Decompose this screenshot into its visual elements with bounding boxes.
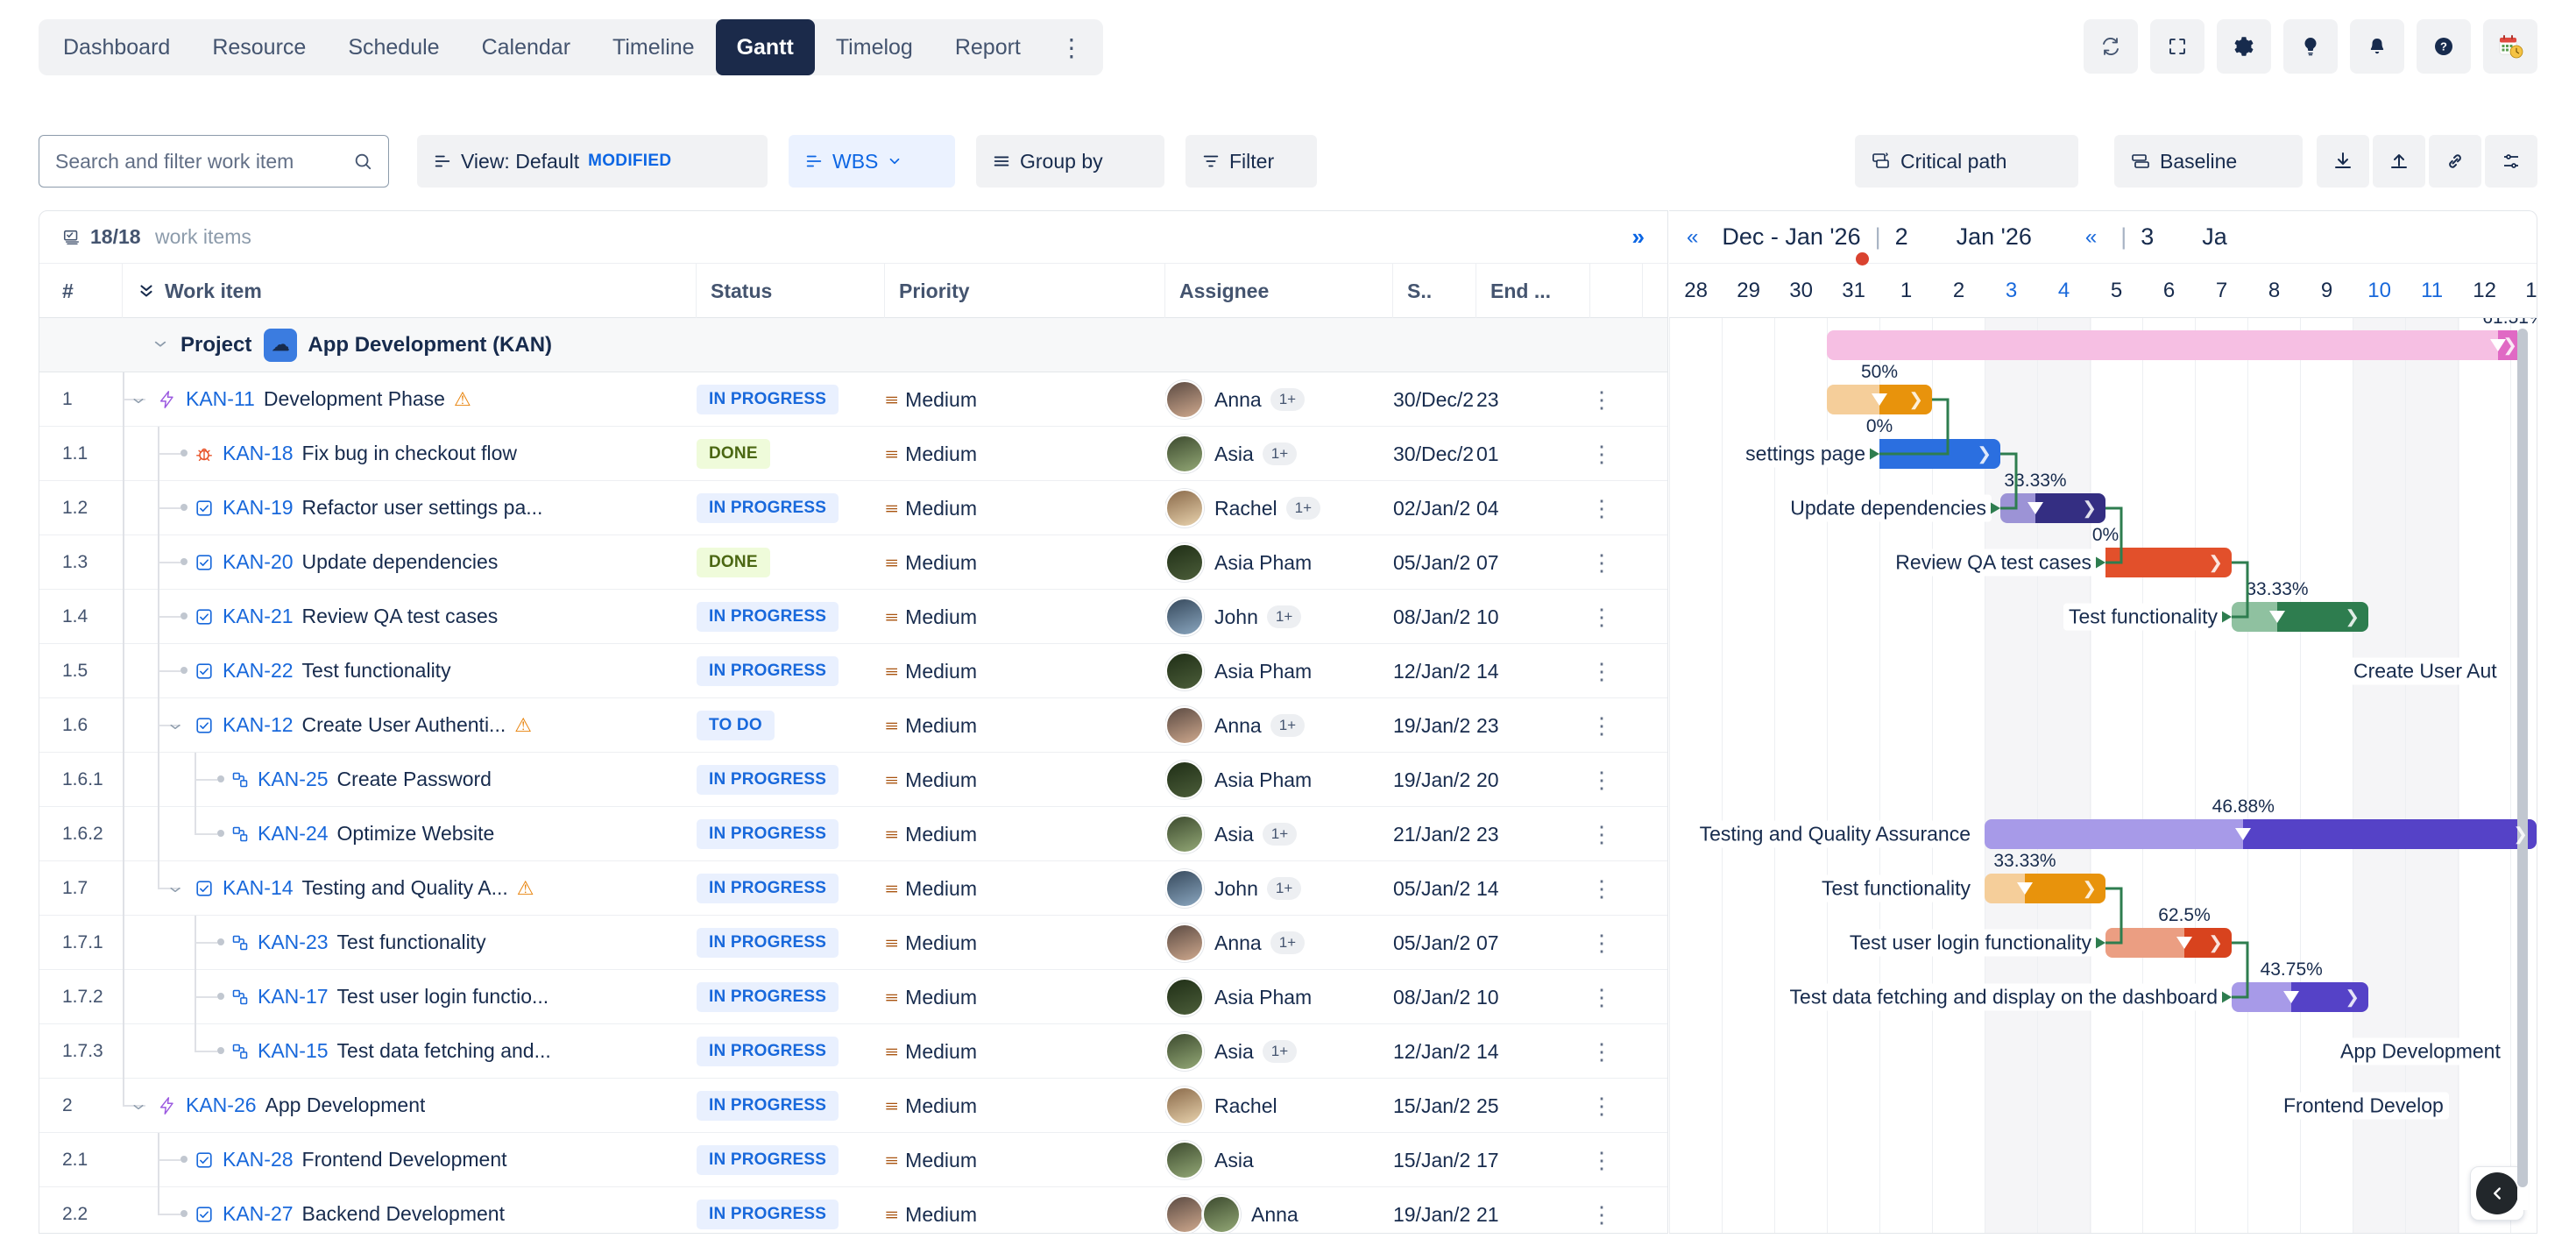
svg-text:?: ? xyxy=(2440,40,2447,53)
